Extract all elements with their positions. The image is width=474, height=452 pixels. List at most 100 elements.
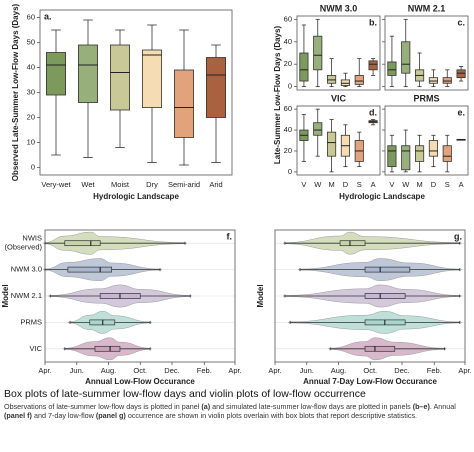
x-tick-label: A [371,180,376,189]
x-tick-label: Apr. [228,366,241,375]
caption-text: (b–e) [412,402,430,411]
panel-title: VIC [331,93,347,103]
x-tick-label: Feb. [427,366,442,375]
plot-frame [296,105,381,176]
caption: Box plots of late-summer low-flow days a… [4,388,470,420]
box [89,319,116,326]
y-axis-label: Model [256,284,265,307]
box [368,60,378,71]
x-axis-label: Annual 7-Day Low-Flow Occurance [303,377,437,386]
plot-frame [384,105,469,176]
plot-frame [384,15,469,91]
box [46,52,67,96]
box [442,145,452,162]
y-tick-label: VIC [29,344,42,353]
box [387,61,397,76]
panel-label: d. [369,107,377,117]
caption-text: . Annual [429,402,456,411]
y-tick-label: NWM 2.1 [11,291,42,300]
box [415,145,425,162]
y-tick-label: PRMS [20,317,42,326]
caption-body: Observations of late-summer low-flow day… [4,402,470,420]
x-tick-label: Very-wet [41,180,71,189]
x-tick-label: Jun. [70,366,84,375]
box [401,41,411,74]
x-tick-label: Aug. [101,366,116,375]
panel-label: e. [457,107,465,117]
y-tick-label: 30 [27,87,35,96]
box [313,35,323,71]
box [456,69,466,79]
y-tick-label: 60 [27,12,35,21]
y-tick-label: 40 [284,37,292,46]
y-tick-label: 20 [284,146,292,155]
x-axis-label: Annual Low-Flow Occurance [85,377,195,386]
caption-text: and simulated late-summer low-flow days … [210,402,413,411]
box [327,131,337,157]
x-tick-label: W [402,180,410,189]
x-tick-label: Oct. [133,366,147,375]
box [428,140,438,157]
x-tick-label: M [416,180,422,189]
plot-frame [296,15,381,91]
box [428,77,438,84]
panel-label: b. [369,17,377,27]
box [173,69,194,138]
box [141,49,162,108]
panel-label: g. [454,231,462,241]
box [64,240,101,247]
x-tick-label: S [445,180,450,189]
y-tick-label: 20 [27,112,35,121]
panel-label: c. [457,17,465,27]
x-tick-label: V [301,180,306,189]
shared-y-label: Late-Summer Low-Flow Days (Days) [273,26,282,165]
y-tick-label: 20 [284,59,292,68]
box [364,293,406,299]
y-tick-label: NWM 3.0 [11,265,42,274]
panel-title: NWM 2.1 [408,3,446,13]
shared-x-label: Hydrologic Landscape [339,192,425,201]
y-tick-label: 40 [284,125,292,134]
panel-title: NWM 3.0 [320,3,358,13]
box [78,44,99,103]
caption-text: occurrence are shown in violin plots ove… [125,411,418,420]
box [339,240,366,247]
x-tick-label: Jun. [300,366,314,375]
y-tick-label: 10 [27,137,35,146]
x-tick-label: W [314,180,322,189]
x-tick-label: Wet [81,180,95,189]
panel-label: a. [44,11,52,21]
caption-text: Observations of late-summer low-flow day… [4,402,202,411]
x-tick-label: Oct. [363,366,377,375]
box [387,145,397,168]
y-tick-label: 60 [284,14,292,23]
box [364,266,411,273]
y-tick-label: 50 [27,37,35,46]
y-tick-label: 0 [288,167,292,176]
box [401,145,411,171]
y-axis-label: Model [1,284,10,307]
figure: Late-Summer Low-Flow Days (Days) Hydrolo… [1,3,472,386]
x-tick-label: M [328,180,334,189]
x-axis-label: Hydrologic Landscape [93,192,179,201]
x-tick-label: Dec. [164,366,179,375]
x-tick-label: Semi-arid [168,180,200,189]
box [442,77,452,84]
panel-label: f. [227,231,233,241]
x-tick-label: D [343,180,349,189]
panel-title: PRMS [413,93,439,103]
x-tick-label: Dry [146,180,158,189]
box [340,79,350,86]
y-tick-label: 0 [288,82,292,91]
x-tick-label: Feb. [197,366,212,375]
x-tick-label: Apr. [268,366,281,375]
box [313,122,323,136]
y-tick-label: 60 [284,104,292,113]
x-tick-label: S [357,180,362,189]
plot-frame [39,9,233,176]
box [354,75,364,85]
box [205,57,226,118]
caption-text: (a) [201,402,211,411]
x-tick-label: Aug. [331,366,346,375]
